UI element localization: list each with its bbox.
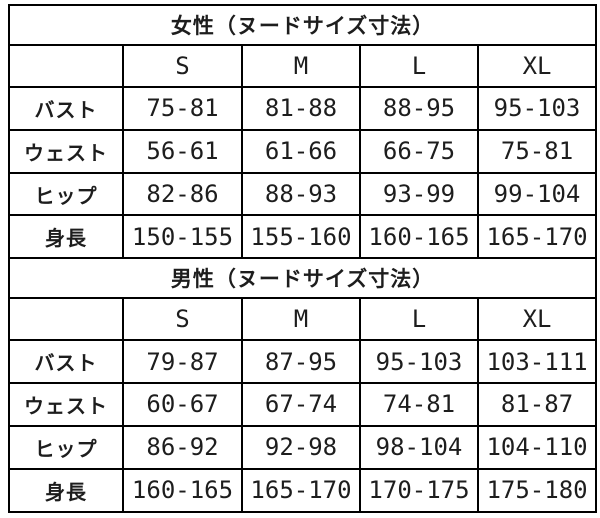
men-row-label-hip: ヒップ	[8, 424, 124, 470]
men-size-header-s: S	[122, 297, 243, 342]
size-value: 175-180	[476, 467, 598, 514]
size-value: 150-155	[122, 214, 243, 260]
size-value: 66-75	[359, 128, 479, 174]
size-chart-table: 女性（ヌードサイズ寸法） S M L XL バスト 75-81 81-88 88…	[7, 4, 598, 514]
men-size-header-m: M	[241, 297, 361, 342]
size-chart: 女性（ヌードサイズ寸法） S M L XL バスト 75-81 81-88 88…	[7, 4, 598, 514]
men-row-label-height: 身長	[8, 467, 124, 514]
size-value: 67-74	[241, 382, 361, 427]
size-value: 79-87	[122, 339, 243, 384]
size-value: 95-103	[359, 339, 479, 384]
table-row: S M L XL	[8, 297, 598, 342]
size-value: 92-98	[241, 424, 361, 470]
size-value: 160-165	[122, 467, 243, 514]
women-row-label-height: 身長	[8, 214, 124, 260]
table-row: 男性（ヌードサイズ寸法）	[7, 257, 598, 300]
women-size-header-s: S	[122, 44, 243, 88]
men-row-label-bust: バスト	[8, 339, 124, 384]
table-row: ヒップ 86-92 92-98 98-104 104-110	[8, 424, 598, 470]
table-row: ヒップ 82-86 88-93 93-99 99-104	[8, 171, 598, 217]
table-row: 身長 150-155 155-160 160-165 165-170	[8, 214, 598, 260]
women-size-header-xl: XL	[476, 44, 598, 88]
size-value: 155-160	[241, 214, 361, 260]
men-corner-cell	[8, 297, 124, 342]
men-size-header-l: L	[359, 297, 479, 342]
size-value: 74-81	[359, 382, 479, 427]
table-row: バスト 79-87 87-95 95-103 103-111	[8, 339, 598, 384]
size-value: 99-104	[476, 171, 598, 217]
table-row: ウェスト 60-67 67-74 74-81 81-87	[8, 382, 598, 427]
women-corner-cell	[8, 44, 124, 88]
table-row: 女性（ヌードサイズ寸法）	[7, 4, 598, 46]
size-value: 93-99	[359, 171, 479, 217]
size-value: 81-88	[241, 85, 361, 131]
men-section-title: 男性（ヌードサイズ寸法）	[7, 257, 598, 300]
size-value: 60-67	[122, 382, 243, 427]
women-section-title: 女性（ヌードサイズ寸法）	[7, 4, 598, 46]
size-value: 61-66	[241, 128, 361, 174]
women-row-label-waist: ウェスト	[8, 128, 124, 174]
women-size-header-l: L	[359, 44, 479, 88]
size-value: 104-110	[476, 424, 598, 470]
table-row: 身長 160-165 165-170 170-175 175-180	[8, 467, 598, 514]
size-value: 86-92	[122, 424, 243, 470]
size-value: 81-87	[476, 382, 598, 427]
size-value: 98-104	[359, 424, 479, 470]
size-value: 87-95	[241, 339, 361, 384]
size-value: 160-165	[359, 214, 479, 260]
size-value: 75-81	[476, 128, 598, 174]
women-row-label-bust: バスト	[8, 85, 124, 131]
size-value: 88-93	[241, 171, 361, 217]
size-value: 165-170	[241, 467, 361, 514]
men-row-label-waist: ウェスト	[8, 382, 124, 427]
size-value: 56-61	[122, 128, 243, 174]
women-size-header-m: M	[241, 44, 361, 88]
table-row: バスト 75-81 81-88 88-95 95-103	[8, 85, 598, 131]
table-row: S M L XL	[8, 44, 598, 88]
size-value: 95-103	[476, 85, 598, 131]
women-row-label-hip: ヒップ	[8, 171, 124, 217]
size-value: 75-81	[122, 85, 243, 131]
size-value: 165-170	[476, 214, 598, 260]
table-row: ウェスト 56-61 61-66 66-75 75-81	[8, 128, 598, 174]
men-size-header-xl: XL	[476, 297, 598, 342]
size-value: 103-111	[476, 339, 598, 384]
size-value: 82-86	[122, 171, 243, 217]
size-value: 88-95	[359, 85, 479, 131]
size-value: 170-175	[359, 467, 479, 514]
